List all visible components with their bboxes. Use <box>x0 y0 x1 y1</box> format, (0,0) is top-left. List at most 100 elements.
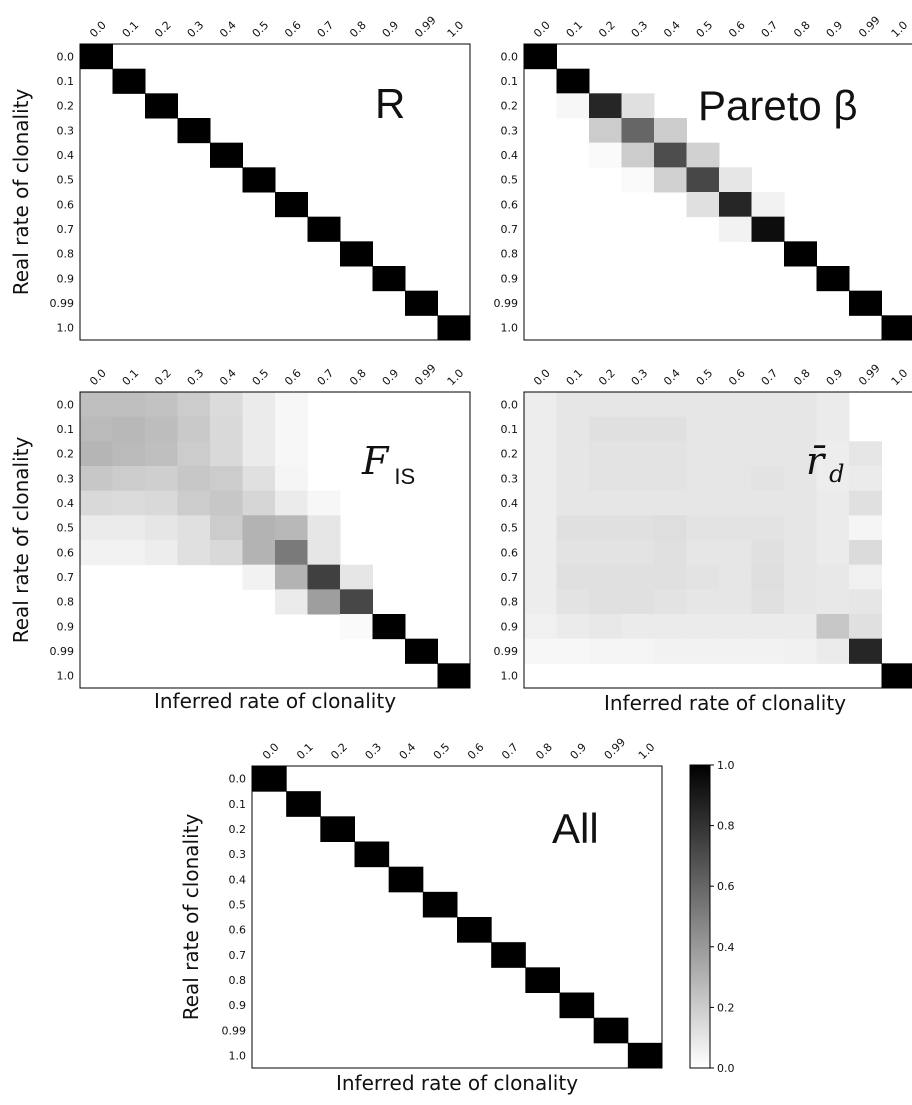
y-tick-label: 0.6 <box>229 924 247 937</box>
heatmap-cell <box>113 491 146 516</box>
heatmap-cell <box>524 491 557 516</box>
heatmap-cell <box>784 589 817 614</box>
heatmap-cell <box>622 491 655 516</box>
heatmap-cell <box>275 417 308 442</box>
heatmap-cell <box>817 540 850 565</box>
heatmap-cell <box>243 540 276 565</box>
y-tick-label: 0.6 <box>501 546 519 559</box>
heatmap-cell <box>752 217 785 242</box>
heatmap-cell <box>882 663 912 688</box>
heatmap-cell <box>817 266 850 291</box>
heatmap-cell <box>687 589 720 614</box>
heatmap-cell <box>654 614 687 639</box>
y-tick-label: 0.8 <box>57 248 75 261</box>
heatmap-cell <box>849 291 882 316</box>
y-tick-label: 0.1 <box>57 75 75 88</box>
heatmap-cell <box>524 417 557 442</box>
heatmap-cell <box>784 241 817 266</box>
heatmap-cell <box>373 266 406 291</box>
x-tick-label: 0.99 <box>856 14 883 41</box>
heatmap-cell <box>589 639 622 664</box>
heatmap-cell <box>622 441 655 466</box>
x-tick-label: 0.99 <box>856 362 883 389</box>
heatmap-cell <box>275 192 308 217</box>
heatmap-cell <box>557 589 590 614</box>
heatmap-cell <box>687 192 720 217</box>
heatmap-cell <box>557 466 590 491</box>
x-tick-label: 0.2 <box>596 367 618 389</box>
x-tick-label: 0.99 <box>412 362 439 389</box>
heatmap-cell <box>719 441 752 466</box>
heatmap-cell <box>654 441 687 466</box>
x-tick-label: 0.7 <box>315 19 337 41</box>
y-tick-label: 0.7 <box>229 949 247 962</box>
heatmap-cell <box>752 515 785 540</box>
y-tick-label: 1.0 <box>57 670 75 683</box>
heatmap-cell <box>145 466 178 491</box>
heatmap-cell <box>654 565 687 590</box>
heatmap-cell <box>687 491 720 516</box>
heatmap-cell <box>308 217 341 242</box>
heatmap-cell <box>817 491 850 516</box>
heatmap-cell <box>178 540 211 565</box>
heatmap-cell <box>752 417 785 442</box>
heatmap-cell <box>178 466 211 491</box>
x-tick-label: 0.4 <box>661 367 683 389</box>
y-tick-label: 0.1 <box>501 423 519 436</box>
heatmap-cell <box>113 515 146 540</box>
heatmap-cell <box>719 491 752 516</box>
heatmap-cell <box>113 540 146 565</box>
heatmap-cell <box>275 392 308 417</box>
x-tick-label: 0.3 <box>185 367 207 389</box>
y-tick-label: 0.8 <box>501 248 519 261</box>
heatmap-cell <box>849 515 882 540</box>
heatmap-cell <box>340 565 373 590</box>
heatmap-cell <box>752 491 785 516</box>
x-tick-label: 0.0 <box>87 367 109 389</box>
heatmap-cell <box>438 663 471 688</box>
heatmap-cell <box>594 1018 629 1044</box>
heatmap-cell <box>557 69 590 94</box>
heatmap-cell <box>524 466 557 491</box>
heatmap-cell <box>438 315 471 340</box>
heatmap-cell <box>784 392 817 417</box>
x-tick-label: 0.0 <box>87 19 109 41</box>
x-tick-label: 0.9 <box>568 741 590 763</box>
heatmap-cell <box>752 441 785 466</box>
heatmap-cell <box>622 143 655 168</box>
heatmap-cell <box>113 392 146 417</box>
x-tick-label: 1.0 <box>636 741 658 763</box>
heatmap-cell <box>524 614 557 639</box>
x-tick-label: 0.0 <box>260 741 282 763</box>
heatmap-cell <box>308 565 341 590</box>
x-tick-label: 0.1 <box>294 741 316 763</box>
panel-all-y-ticks: 0.00.10.20.30.40.50.60.70.80.90.991.0 <box>222 773 247 1063</box>
heatmap-cell <box>622 417 655 442</box>
heatmap-cell <box>687 639 720 664</box>
x-tick-label: 0.5 <box>250 367 272 389</box>
heatmap-cell <box>849 491 882 516</box>
x-tick-label: 0.7 <box>759 19 781 41</box>
heatmap-cell <box>589 614 622 639</box>
x-tick-label: 0.1 <box>564 19 586 41</box>
heatmap-cell <box>817 565 850 590</box>
x-tick-label: 0.8 <box>791 367 813 389</box>
heatmap-cell <box>784 639 817 664</box>
panel-all-y-axis-title: Real rate of clonality <box>179 814 203 1021</box>
heatmap-cell <box>654 540 687 565</box>
heatmap-cell <box>80 441 113 466</box>
heatmap-cell <box>784 565 817 590</box>
heatmap-cell <box>178 515 211 540</box>
y-tick-label: 0.3 <box>501 124 519 137</box>
heatmap-cell <box>243 515 276 540</box>
y-tick-label: 0.6 <box>501 198 519 211</box>
panel-fis-x-axis-title: Inferred rate of clonality <box>154 689 396 713</box>
heatmap-cell <box>817 515 850 540</box>
y-tick-label: 0.9 <box>57 620 75 633</box>
x-tick-label: 0.3 <box>629 367 651 389</box>
